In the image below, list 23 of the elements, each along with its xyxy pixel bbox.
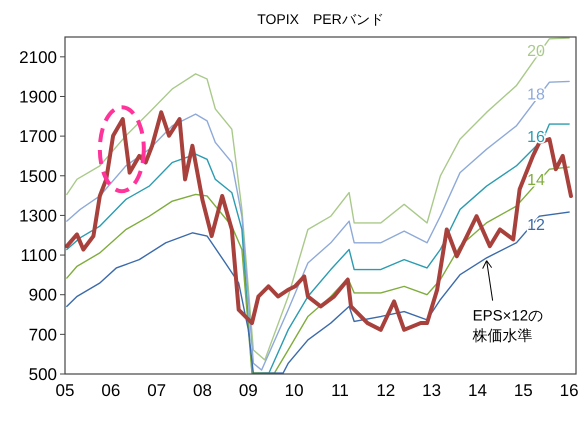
- y-tick-label: 1100: [20, 246, 57, 266]
- x-tick-label: 12: [376, 381, 396, 400]
- x-tick-label: 10: [284, 381, 304, 400]
- title: TOPIX PERバンド: [257, 11, 384, 27]
- x-tick-label: 15: [514, 381, 533, 400]
- y-tick-label: 1700: [19, 127, 57, 146]
- x-tick-label: 16: [560, 381, 579, 400]
- annotation: EPS×12の株価水準: [472, 308, 544, 345]
- y-tick-label: 700: [28, 325, 57, 344]
- x-tick-label: 09: [238, 381, 258, 400]
- y-tick-label: 1300: [19, 206, 57, 226]
- x-tick-label: 07: [147, 381, 166, 400]
- x-tick-label: 05: [56, 381, 74, 400]
- y-tick-label: 2100: [19, 48, 57, 67]
- y-tick-label: 900: [28, 286, 57, 305]
- x-tick-label: 11: [331, 381, 349, 400]
- y-tick-label: 500: [28, 365, 57, 384]
- x-tick-label: 14: [468, 381, 487, 400]
- x-tick-label: 13: [422, 381, 442, 400]
- y-tick-label: 1900: [19, 87, 57, 106]
- x-tick-label: 08: [193, 381, 212, 400]
- y-tick-label: 1500: [19, 166, 57, 186]
- x-tick-label: 06: [101, 381, 120, 400]
